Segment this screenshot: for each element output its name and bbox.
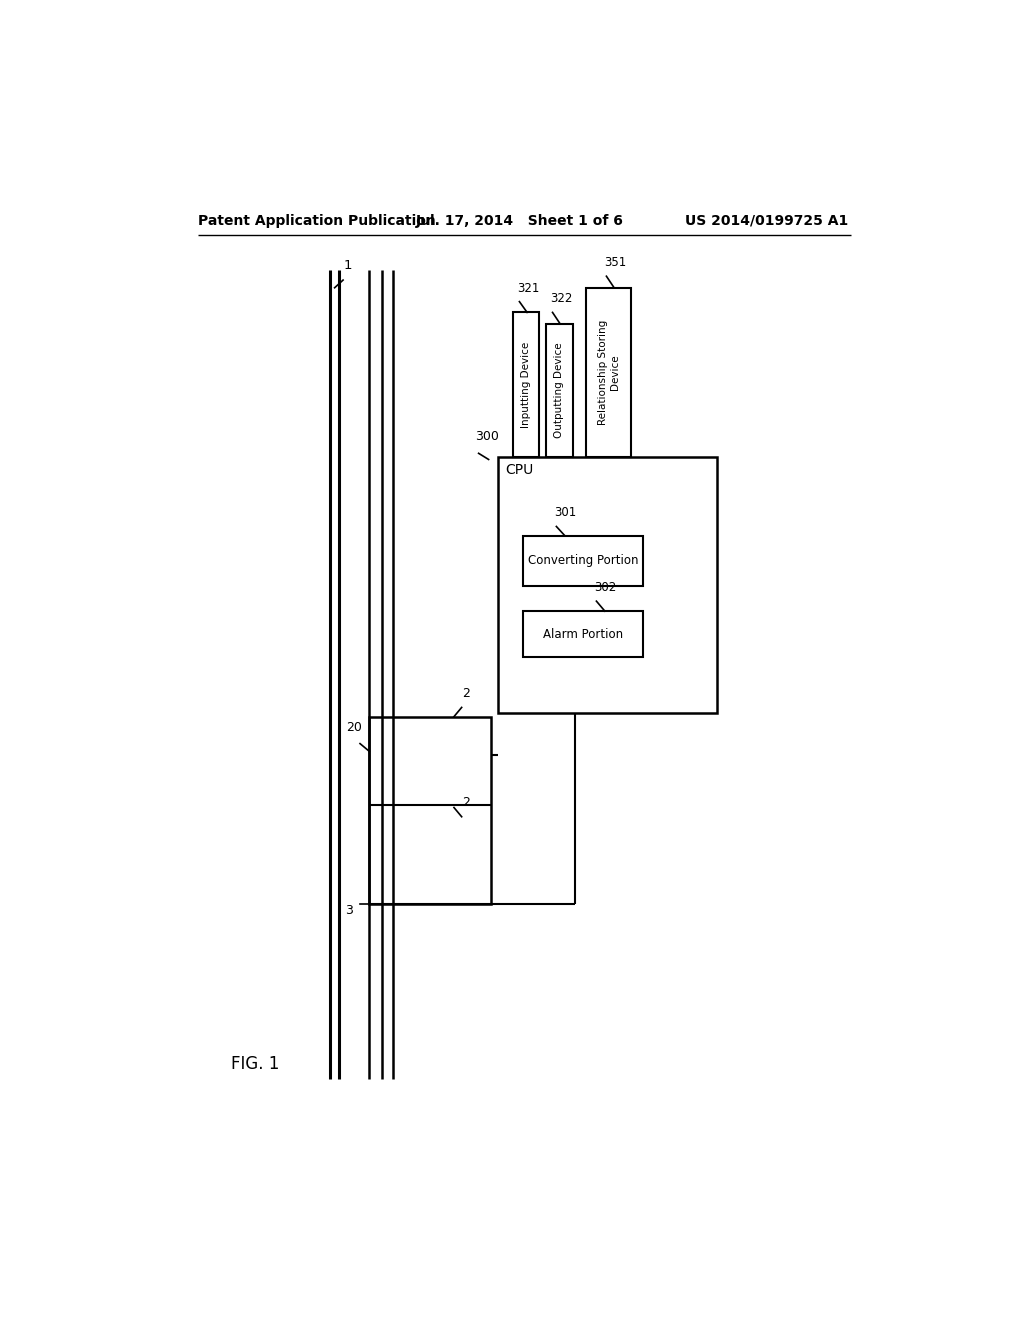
Text: Converting Portion: Converting Portion [527,554,638,568]
Text: 321: 321 [517,281,540,294]
Bar [370,717,490,904]
Text: Inputting Device: Inputting Device [521,342,531,428]
Text: 302: 302 [594,581,616,594]
Bar [587,288,631,457]
Text: 351: 351 [604,256,627,269]
Bar [523,611,643,657]
Text: 322: 322 [550,293,572,305]
Text: US 2014/0199725 A1: US 2014/0199725 A1 [685,214,848,228]
Text: 3: 3 [345,904,352,917]
Text: Relationship Storing
Device: Relationship Storing Device [598,319,620,425]
Text: 2: 2 [463,686,470,700]
Bar [498,457,717,713]
Bar [547,323,572,457]
Text: Patent Application Publication: Patent Application Publication [199,214,436,228]
Text: 2: 2 [463,796,470,809]
Text: 20: 20 [346,721,362,734]
Text: 300: 300 [475,430,499,444]
Text: Alarm Portion: Alarm Portion [543,628,623,640]
Bar [523,536,643,586]
Bar [513,313,540,457]
Text: 301: 301 [554,506,577,519]
Text: FIG. 1: FIG. 1 [230,1056,279,1073]
Text: 1: 1 [344,259,352,272]
Text: Jul. 17, 2014   Sheet 1 of 6: Jul. 17, 2014 Sheet 1 of 6 [416,214,624,228]
Text: Outputting Device: Outputting Device [554,343,564,438]
Text: CPU: CPU [506,463,534,478]
